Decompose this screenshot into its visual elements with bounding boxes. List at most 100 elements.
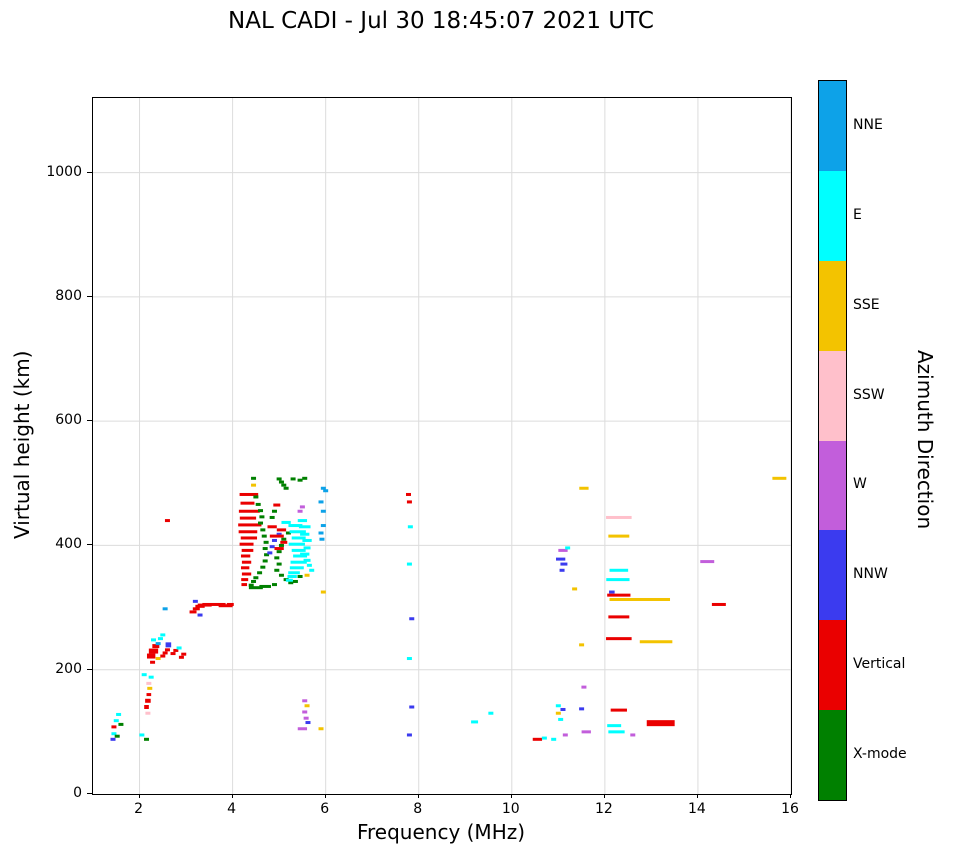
data-point-X-mode	[248, 586, 263, 590]
data-point-Vertical	[173, 648, 179, 652]
data-point-NNW	[409, 705, 415, 709]
data-point-NNW	[267, 551, 273, 555]
data-point-E	[309, 568, 315, 572]
data-point-Vertical	[178, 655, 184, 659]
data-point-E	[281, 520, 291, 524]
data-point-X-mode	[278, 480, 284, 484]
data-point-X-mode	[281, 483, 287, 487]
y-tickmark	[87, 668, 92, 670]
x-tick-label: 12	[594, 801, 613, 817]
data-point-SSW	[145, 711, 151, 715]
colorbar-entry-label: SSW	[853, 386, 885, 403]
data-point-Vertical	[610, 708, 627, 712]
data-point-Vertical	[405, 492, 411, 496]
data-point-E	[607, 724, 622, 728]
data-point-Vertical	[240, 501, 255, 505]
data-point-Vertical	[202, 602, 226, 606]
colorbar-segment-ssw	[819, 350, 846, 441]
data-point-X-mode	[274, 568, 280, 572]
plot-area	[92, 97, 792, 795]
data-point-E	[116, 712, 122, 716]
data-point-E	[293, 554, 308, 558]
data-point-X-mode	[259, 515, 265, 519]
data-point-NNE	[319, 537, 325, 541]
data-point-E	[148, 675, 154, 679]
x-tick-label: 8	[413, 801, 423, 817]
data-point-X-mode	[290, 477, 296, 481]
data-point-E	[551, 737, 557, 741]
data-point-Vertical	[280, 540, 288, 544]
data-point-Vertical	[240, 536, 258, 540]
data-point-X-mode	[118, 722, 124, 726]
data-point-X-mode	[274, 556, 280, 560]
data-point-NNE	[162, 607, 168, 611]
x-axis-label: Frequency (MHz)	[356, 820, 526, 844]
data-point-NNW	[276, 532, 282, 536]
colorbar-segment-vertical	[819, 620, 846, 711]
x-tick-label: 16	[781, 801, 799, 817]
data-point-Vertical	[711, 602, 726, 606]
colorbar-segment-w	[819, 440, 846, 531]
data-point-Vertical	[145, 698, 151, 703]
data-point-E	[160, 633, 166, 637]
data-point-Vertical	[181, 652, 187, 656]
data-point-E	[291, 536, 306, 540]
x-tickmark	[603, 794, 605, 798]
data-point-NNW	[269, 545, 275, 549]
data-point-Vertical	[240, 566, 250, 570]
data-point-X-mode	[297, 575, 303, 578]
data-point-SSE	[772, 476, 787, 480]
y-tick-label: 1000	[46, 163, 82, 180]
data-point-Vertical	[238, 523, 262, 527]
data-point-X-mode	[253, 495, 259, 499]
data-point-E	[150, 638, 156, 642]
data-point-W	[297, 509, 303, 513]
y-tick-label: 400	[55, 536, 82, 553]
data-point-X-mode	[302, 476, 308, 480]
data-point-Vertical	[192, 607, 200, 611]
scatter-plot	[93, 98, 791, 794]
data-point-Vertical	[146, 653, 156, 659]
data-point-Vertical	[160, 654, 166, 658]
data-point-X-mode	[285, 531, 291, 535]
data-point-E	[291, 548, 306, 552]
data-point-E	[298, 525, 311, 529]
y-tickmark	[87, 295, 92, 297]
data-point-Vertical	[239, 516, 257, 520]
colorbar	[818, 80, 847, 801]
data-point-X-mode	[297, 478, 303, 482]
data-point-NNE	[320, 524, 326, 528]
data-point-NNE	[318, 500, 324, 504]
data-point-NNW	[609, 590, 615, 594]
data-point-SSE	[147, 686, 153, 690]
x-tick-label: 4	[227, 801, 237, 817]
colorbar-entry-label: W	[853, 476, 867, 493]
data-point-X-mode	[271, 583, 277, 587]
data-point-Vertical	[239, 492, 259, 496]
data-point-SSE	[320, 590, 326, 594]
data-point-SSW	[146, 681, 152, 685]
data-point-NNW	[559, 568, 565, 572]
data-point-E	[558, 717, 564, 721]
data-point-NNW	[409, 617, 415, 621]
data-point-Vertical	[532, 737, 543, 741]
y-tick-label: 0	[73, 785, 82, 801]
data-point-E	[302, 538, 312, 542]
x-tick-label: 6	[320, 801, 330, 817]
data-point-Vertical	[241, 583, 248, 587]
data-point-Vertical	[226, 602, 234, 606]
data-point-X-mode	[276, 550, 282, 554]
data-point-E	[139, 733, 145, 737]
data-point-E	[606, 578, 630, 582]
data-point-NNW	[271, 538, 277, 542]
data-point-SSE	[318, 727, 324, 731]
data-point-Vertical	[276, 528, 287, 532]
colorbar-entry-label: X-mode	[853, 746, 907, 763]
data-point-Vertical	[606, 637, 632, 641]
data-point-X-mode	[259, 584, 271, 588]
data-point-NNW	[406, 733, 412, 737]
data-point-E	[406, 562, 412, 566]
data-point-Vertical	[164, 519, 170, 523]
data-point-X-mode	[262, 559, 268, 563]
colorbar-title: Azimuth Direction	[913, 349, 937, 530]
